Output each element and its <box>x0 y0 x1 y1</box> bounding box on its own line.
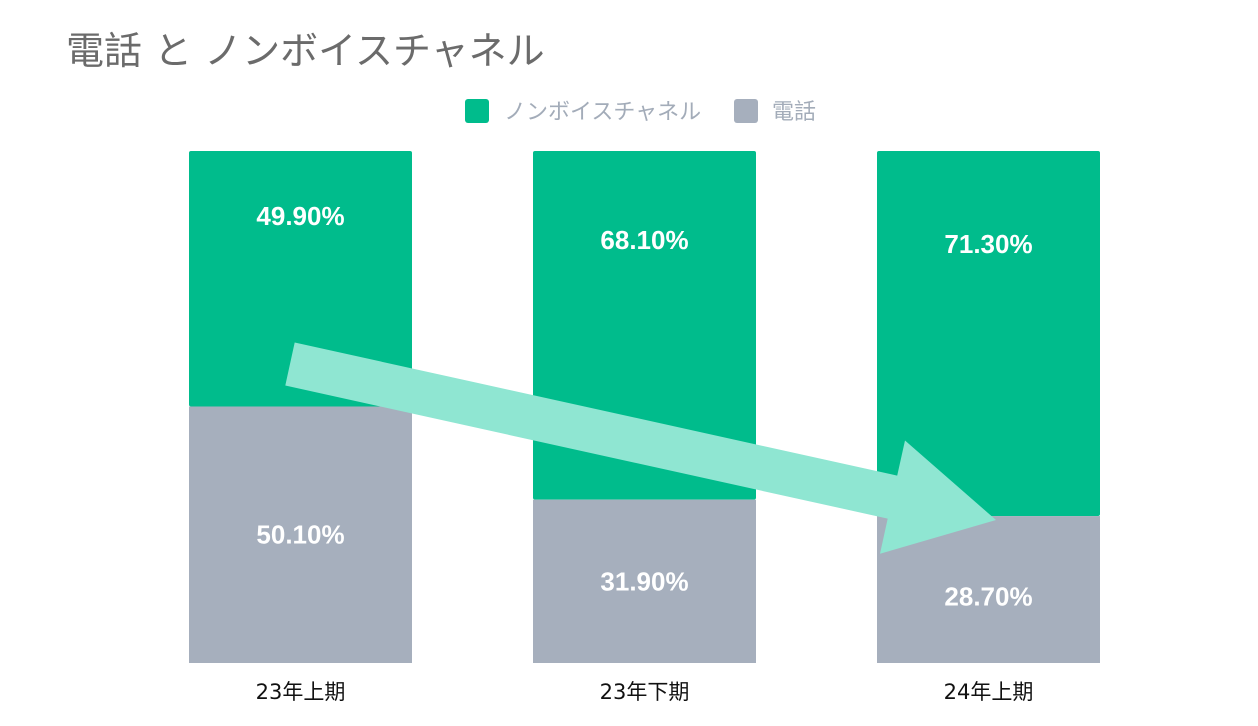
legend-swatch-phone <box>734 99 758 123</box>
tick-label-1: 23年上期 <box>256 680 346 704</box>
legend-swatch-nonvoice <box>465 99 489 123</box>
page-title: 電話 と ノンボイスチャネル <box>66 29 545 73</box>
trend-arrow-layer <box>285 342 996 554</box>
tick-label-2: 23年下期 <box>600 680 690 704</box>
bar-phone-1 <box>189 406 412 663</box>
value-label-phone-2: 31.90% <box>600 566 688 596</box>
value-label-nonvoice-1: 49.90% <box>256 201 344 231</box>
bars-layer <box>189 151 1100 663</box>
value-label-nonvoice-3: 71.30% <box>944 229 1032 259</box>
bar-phone-2 <box>533 499 756 663</box>
value-label-nonvoice-2: 68.10% <box>600 225 688 255</box>
chart-legend: ノンボイスチャネル 電話 <box>465 99 816 125</box>
value-label-phone-1: 50.10% <box>256 520 344 550</box>
legend-label-nonvoice: ノンボイスチャネル <box>504 100 701 125</box>
bar-nonvoice-1 <box>189 151 412 407</box>
trend-arrow <box>285 342 996 554</box>
value-label-phone-3: 28.70% <box>944 582 1032 612</box>
bar-nonvoice-3 <box>877 151 1100 517</box>
legend-label-phone: 電話 <box>772 100 816 125</box>
tick-label-3: 24年上期 <box>944 680 1034 704</box>
labels-layer: 49.90% 50.10% 23年上期 68.10% 31.90% 23年下期 71.30%… <box>256 201 1034 704</box>
